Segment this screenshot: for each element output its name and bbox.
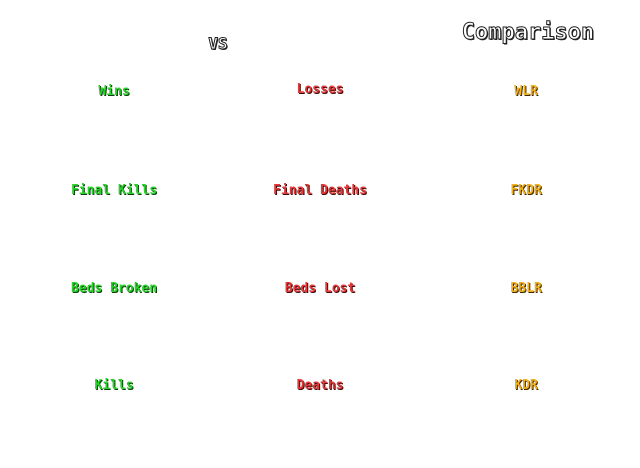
bblr-label: BBLR bbox=[510, 281, 542, 296]
beds-broken-label: Beds Broken bbox=[70, 281, 158, 296]
wins-label: Wins bbox=[98, 84, 130, 99]
comparison-title: Comparison bbox=[461, 20, 595, 46]
vs-label: VS bbox=[208, 34, 228, 54]
beds-lost-label: Beds Lost bbox=[284, 281, 356, 296]
final-kills-label: Final Kills bbox=[70, 183, 158, 198]
kdr-label: KDR bbox=[514, 378, 538, 393]
wlr-label: WLR bbox=[514, 84, 538, 99]
fkdr-label: FKDR bbox=[510, 183, 542, 198]
kills-label: Kills bbox=[94, 378, 134, 393]
final-deaths-label: Final Deaths bbox=[273, 183, 367, 198]
losses-label: Losses bbox=[296, 82, 344, 97]
deaths-label: Deaths bbox=[296, 378, 344, 393]
